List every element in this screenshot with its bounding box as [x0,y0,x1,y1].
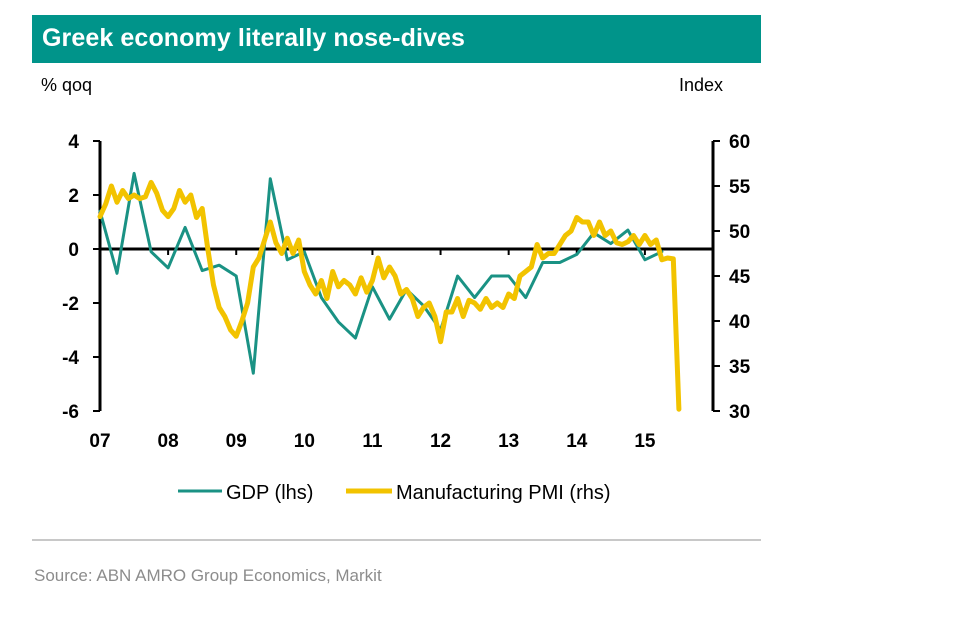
x-tick-label: 08 [158,431,179,452]
x-tick-label: 13 [498,431,519,452]
left-tick-label: 4 [68,132,79,153]
left-tick-label: -2 [62,294,79,315]
left-axis-unit: % qoq [41,75,92,95]
right-axis-unit: Index [679,75,723,95]
legend-pmi-label: Manufacturing PMI (rhs) [396,482,611,504]
right-tick-label: 50 [729,222,750,243]
x-tick-label: 15 [634,431,656,452]
left-tick-label: -4 [62,348,79,369]
pmi-line [97,179,682,412]
legend-gdp-label: GDP (lhs) [226,482,313,504]
x-tick-label: 12 [430,431,451,452]
right-tick-label: 40 [729,312,750,333]
right-tick-label: 60 [729,132,750,153]
left-tick-label: 2 [68,186,79,207]
source-note: Source: ABN AMRO Group Economics, Markit [34,566,382,585]
chart-title-bar: Greek economy literally nose-dives [32,15,761,63]
divider [32,539,761,541]
right-tick-label: 30 [729,402,750,423]
right-tick-label: 45 [729,267,751,288]
x-tick-label: 14 [566,431,588,452]
right-tick-label: 35 [729,357,751,378]
gdp-line [98,171,664,375]
x-tick-label: 09 [226,431,247,452]
x-tick-label: 11 [362,431,383,452]
x-tick-label: 07 [89,431,110,452]
right-tick-label: 55 [729,177,751,198]
left-tick-label: -6 [62,402,79,423]
chart-title: Greek economy literally nose-dives [42,24,466,52]
x-tick-label: 10 [294,431,315,452]
left-tick-label: 0 [68,240,79,261]
